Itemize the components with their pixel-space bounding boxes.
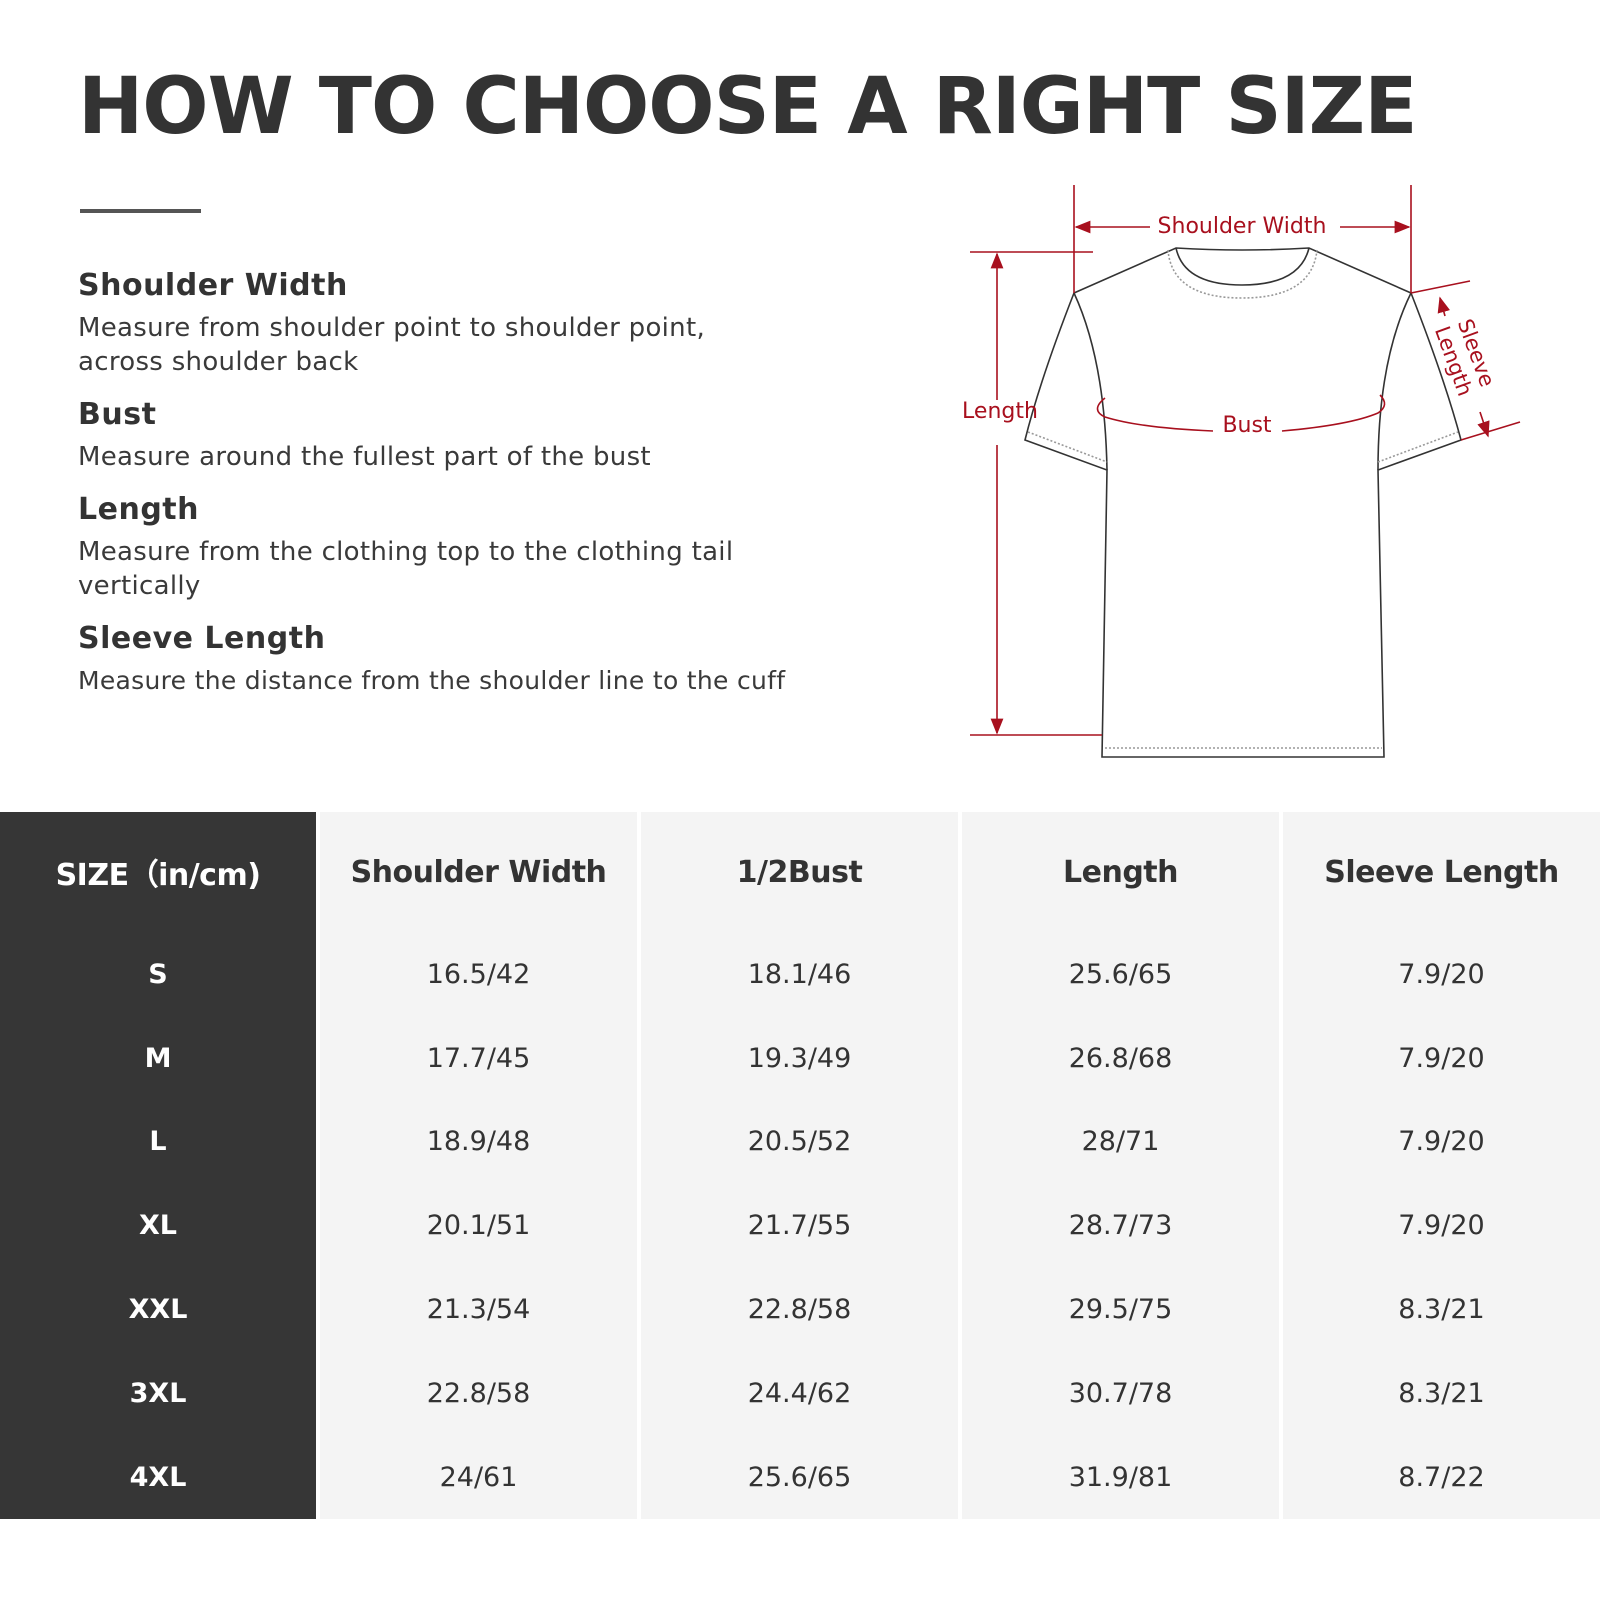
title-divider — [80, 209, 201, 213]
table-cell: 31.9/81 — [1068, 1461, 1173, 1493]
definition-text: Measure around the fullest part of the b… — [78, 442, 651, 472]
size-column: SIZE（in/cm) S M L XL XXL 3XL 4XL — [0, 812, 316, 1519]
table-cell: 28/71 — [1081, 1126, 1160, 1158]
definition-text: Measure from the clothing top to the clo… — [78, 537, 734, 601]
size-cell: XXL — [128, 1293, 188, 1325]
size-cell: S — [148, 958, 168, 990]
shoulder-width-column: Shoulder Width 16.5/42 17.7/45 18.9/48 2… — [320, 812, 637, 1519]
column-header: Length — [1063, 854, 1179, 890]
definition-text: Measure from shoulder point to shoulder … — [78, 313, 706, 377]
measurement-lines — [970, 185, 1521, 736]
table-cell: 28.7/73 — [1068, 1210, 1173, 1242]
table-cell: 26.8/68 — [1068, 1042, 1173, 1074]
table-cell: 21.3/54 — [426, 1293, 531, 1325]
table-cell: 22.8/58 — [426, 1377, 531, 1409]
definition-heading: Shoulder Width — [78, 268, 348, 303]
table-cell: 25.6/65 — [747, 1461, 852, 1493]
bust-label: Bust — [1222, 413, 1271, 438]
table-cell: 7.9/20 — [1398, 958, 1485, 990]
size-cell: 3XL — [129, 1377, 187, 1409]
size-chart-table: SIZE（in/cm) S M L XL XXL 3XL 4XL Shoulde… — [0, 812, 1600, 1519]
table-cell: 20.1/51 — [426, 1210, 531, 1242]
sleeve-length-column: Sleeve Length 7.9/20 7.9/20 7.9/20 7.9/2… — [1283, 812, 1600, 1519]
size-cell: XL — [138, 1210, 178, 1242]
table-cell: 8.7/22 — [1398, 1461, 1485, 1493]
half-bust-column: 1/2Bust 18.1/46 19.3/49 20.5/52 21.7/55 … — [641, 812, 958, 1519]
definition-shoulder-width: Shoulder Width Measure from shoulder poi… — [78, 268, 838, 379]
size-header: SIZE（in/cm) — [55, 858, 261, 894]
table-cell: 24.4/62 — [747, 1377, 852, 1409]
definition-heading: Bust — [78, 397, 157, 432]
length-column: Length 25.6/65 26.8/68 28/71 28.7/73 29.… — [962, 812, 1279, 1519]
measurement-definitions: Shoulder Width Measure from shoulder poi… — [78, 268, 838, 716]
definition-bust: Bust Measure around the fullest part of … — [78, 397, 838, 474]
size-cell: 4XL — [129, 1461, 187, 1493]
table-cell: 20.5/52 — [747, 1126, 852, 1158]
table-cell: 7.9/20 — [1398, 1210, 1485, 1242]
table-cell: 8.3/21 — [1398, 1377, 1485, 1409]
table-cell: 18.9/48 — [426, 1126, 531, 1158]
table-cell: 29.5/75 — [1068, 1293, 1173, 1325]
table-cell: 17.7/45 — [426, 1042, 531, 1074]
page-title: HOW TO CHOOSE A RIGHT SIZE — [78, 62, 1418, 152]
table-cell: 18.1/46 — [747, 958, 852, 990]
table-cell: 24/61 — [439, 1461, 518, 1493]
definition-sleeve-length: Sleeve Length Measure the distance from … — [78, 621, 838, 698]
table-cell: 25.6/65 — [1068, 958, 1173, 990]
table-cell: 19.3/49 — [747, 1042, 852, 1074]
shoulder-width-label: Shoulder Width — [1158, 214, 1327, 239]
table-cell: 7.9/20 — [1398, 1042, 1485, 1074]
table-cell: 7.9/20 — [1398, 1126, 1485, 1158]
table-cell: 21.7/55 — [747, 1210, 852, 1242]
table-cell: 16.5/42 — [426, 958, 531, 990]
size-cell: L — [149, 1126, 167, 1158]
table-cell: 30.7/78 — [1068, 1377, 1173, 1409]
column-header: 1/2Bust — [736, 854, 863, 890]
definition-heading: Length — [78, 492, 199, 527]
table-cell: 22.8/58 — [747, 1293, 852, 1325]
column-header: Shoulder Width — [350, 854, 607, 890]
definition-text: Measure the distance from the shoulder l… — [78, 666, 786, 695]
tshirt-outline — [1024, 247, 1462, 758]
definition-length: Length Measure from the clothing top to … — [78, 492, 838, 603]
size-cell: M — [144, 1042, 172, 1074]
table-cell: 8.3/21 — [1398, 1293, 1485, 1325]
length-label: Length — [962, 399, 1038, 424]
column-header: Sleeve Length — [1324, 854, 1559, 890]
tshirt-measurement-diagram: Shoulder Width Length Bust Sleeve Length — [962, 185, 1521, 758]
definition-heading: Sleeve Length — [78, 621, 326, 656]
